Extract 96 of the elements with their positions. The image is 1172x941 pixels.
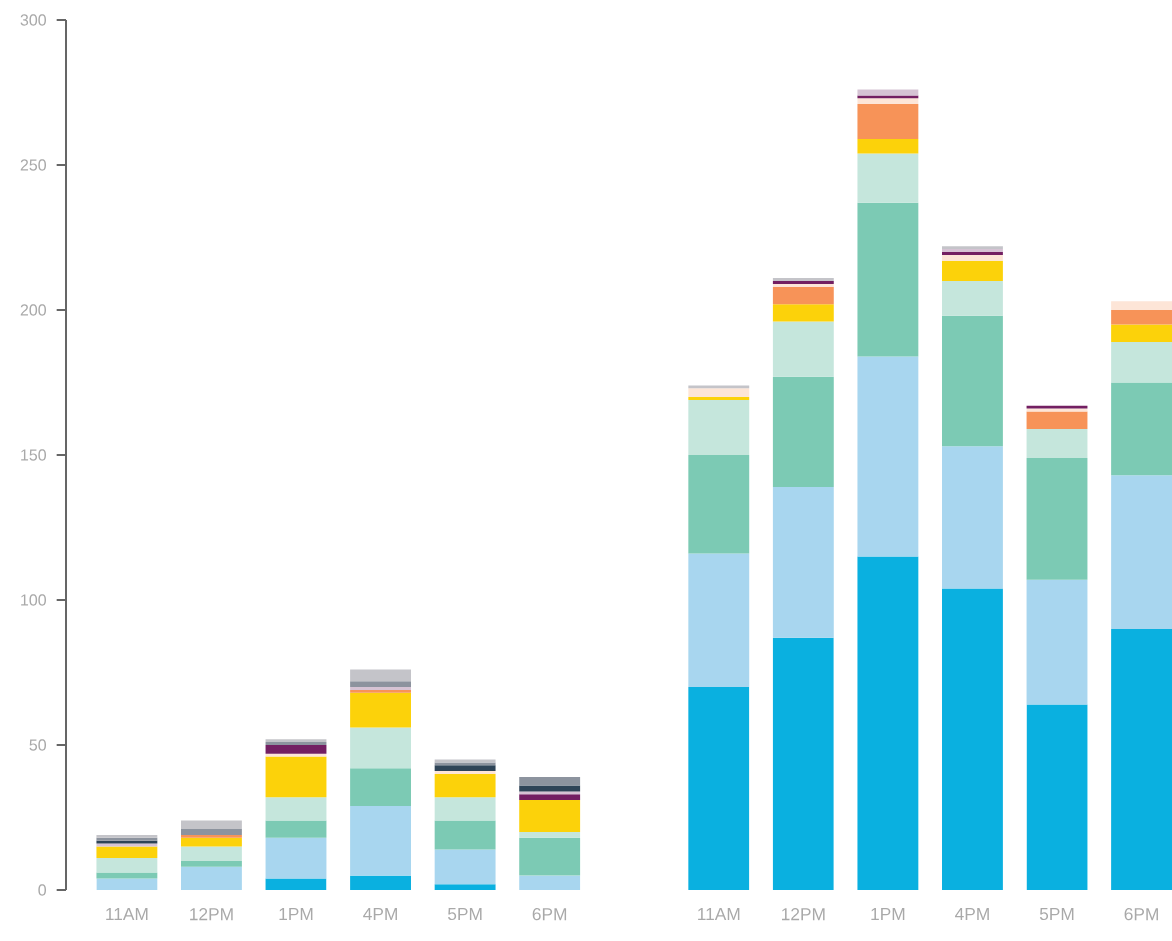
bar: [519, 831, 581, 838]
bar: [181, 820, 242, 830]
bar: [265, 753, 327, 757]
bar: [434, 884, 496, 890]
bar: [434, 771, 496, 774]
x-tick-label: 5PM: [447, 908, 482, 921]
x-tick-label: 1PM: [871, 908, 905, 920]
bar: [434, 820, 496, 850]
bar: [1026, 704, 1088, 890]
bar: [942, 315, 1003, 447]
bar: [688, 385, 750, 389]
x-tick-label: 1PM: [279, 908, 313, 920]
bar: [772, 486, 834, 638]
y-tick-label: 100: [21, 594, 47, 606]
x-tick-label: 5PM: [1039, 908, 1074, 921]
bar: [434, 773, 496, 798]
bar: [350, 875, 411, 890]
bar: [181, 860, 242, 867]
bar: [519, 791, 581, 795]
bar: [265, 820, 327, 838]
bar: [519, 837, 581, 876]
bar: [519, 800, 581, 832]
bar: [96, 878, 158, 890]
x-tick-label: 6PM: [532, 908, 567, 921]
bar: [772, 304, 834, 322]
bar: [181, 846, 242, 861]
bar: [857, 95, 919, 99]
bar: [688, 454, 750, 554]
bar: [857, 104, 919, 139]
bar: [1026, 457, 1088, 580]
bar: [96, 858, 158, 873]
bar: [857, 138, 919, 154]
bar: [519, 875, 581, 890]
bar: [1026, 428, 1088, 458]
bar: [688, 388, 750, 397]
x-tick-label: 4PM: [363, 908, 397, 920]
bar: [1026, 579, 1088, 705]
bar: [942, 254, 1003, 261]
bar: [857, 153, 919, 203]
bar: [942, 588, 1003, 890]
bar: [772, 376, 834, 487]
x-tick-label: 11AM: [106, 908, 148, 920]
bar: [350, 727, 411, 769]
bar: [1111, 628, 1172, 890]
bar: [1111, 324, 1172, 342]
bar: [265, 878, 327, 890]
x-tick-label: 4PM: [955, 908, 989, 920]
x-tick-label: 6PM: [1124, 908, 1158, 921]
y-tick-label: 300: [20, 14, 47, 26]
x-tick-label: 12PM: [782, 908, 825, 921]
bar: [265, 837, 327, 879]
bar: [1111, 475, 1172, 629]
bar: [96, 846, 158, 859]
y-tick-label: 250: [20, 159, 47, 171]
y-tick-label: 0: [38, 884, 47, 896]
bar: [265, 797, 327, 821]
bar: [857, 202, 919, 357]
bar: [181, 866, 242, 890]
bar: [434, 797, 496, 821]
bar: [857, 98, 919, 105]
bar: [1026, 411, 1088, 429]
bar: [857, 356, 919, 557]
bar: [772, 637, 834, 890]
bar: [350, 669, 411, 682]
bar: [942, 446, 1003, 589]
bar: [688, 399, 750, 455]
bar: [688, 686, 750, 890]
bar: [1111, 382, 1172, 476]
bar: [1111, 341, 1172, 383]
bar: [265, 756, 327, 798]
bar: [772, 321, 834, 377]
bar: [688, 396, 750, 400]
y-tick-label: 150: [21, 449, 47, 461]
x-tick-label: 12PM: [190, 908, 233, 921]
bar: [181, 829, 242, 835]
bar: [1111, 309, 1172, 325]
bar: [265, 744, 327, 754]
bar: [350, 805, 411, 876]
bar: [942, 260, 1003, 281]
bar: [772, 286, 834, 305]
bar: [688, 553, 750, 687]
bar: [942, 280, 1003, 316]
bar: [181, 837, 242, 847]
x-tick-label: 11AM: [698, 908, 740, 920]
bar: [434, 849, 496, 885]
bar: [350, 692, 411, 728]
y-tick-label: 200: [20, 304, 47, 316]
bar: [519, 776, 581, 786]
bar: [350, 681, 411, 687]
bar: [519, 794, 581, 801]
bar: [350, 768, 411, 806]
bar: [434, 765, 496, 772]
bar: [181, 834, 242, 838]
y-tick-label: 50: [29, 739, 47, 751]
bar: [1111, 301, 1172, 310]
bar: [857, 556, 919, 890]
